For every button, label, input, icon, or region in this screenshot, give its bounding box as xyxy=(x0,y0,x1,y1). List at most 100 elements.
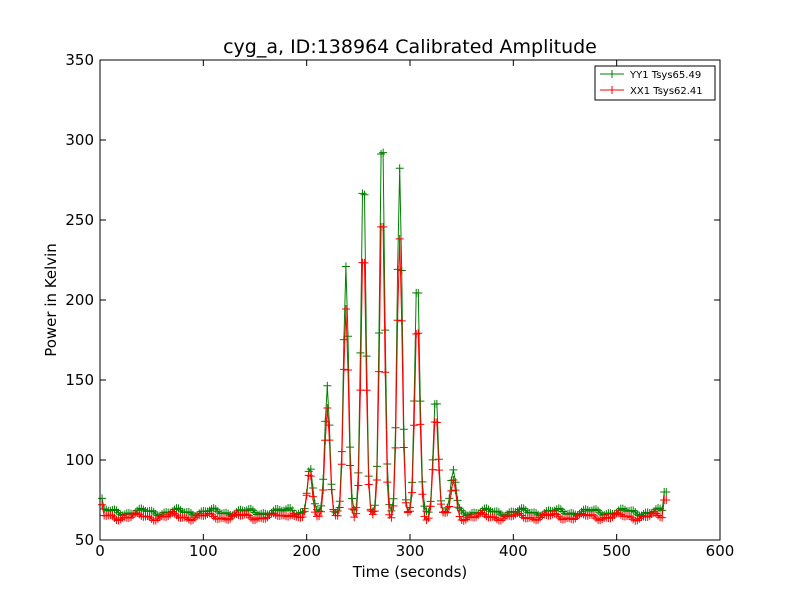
series-point xyxy=(509,511,518,520)
series-point xyxy=(592,505,600,514)
series-point xyxy=(393,316,402,325)
series-point xyxy=(362,386,371,395)
series-point xyxy=(110,505,119,514)
series-point xyxy=(616,510,625,519)
series-point xyxy=(662,496,671,504)
series-point xyxy=(360,190,369,199)
legend-marker-xx1 xyxy=(608,86,616,94)
series-point xyxy=(643,513,652,522)
series-point xyxy=(211,505,220,514)
series-point xyxy=(424,514,433,523)
legend-entry-yy1: YY1 Tsys65.49 xyxy=(600,70,701,81)
series-point xyxy=(558,515,567,524)
series-point xyxy=(554,512,563,521)
ticks-layer: 0 100 200 300 400 500 600 50 100 150 200 250 300 350 xyxy=(65,51,734,560)
series-point xyxy=(327,485,336,494)
series-point xyxy=(437,500,445,509)
series-point xyxy=(521,506,530,515)
legend-entry-xx1: XX1 Tsys62.41 xyxy=(600,86,703,97)
series-point xyxy=(596,516,605,525)
series-point xyxy=(98,500,107,509)
series-point xyxy=(459,516,468,525)
series-point xyxy=(184,507,193,516)
series-point xyxy=(337,460,346,469)
series-point xyxy=(350,513,359,522)
series-point xyxy=(143,512,152,521)
series-point xyxy=(443,508,452,517)
series-point xyxy=(569,515,578,524)
series-point xyxy=(629,515,638,524)
series-point xyxy=(445,494,454,503)
series-point xyxy=(372,476,381,485)
series-point xyxy=(246,513,255,522)
series-point xyxy=(461,515,470,524)
series-point xyxy=(478,508,487,517)
y-tick-label: 100 xyxy=(65,451,94,469)
series-point xyxy=(296,513,305,522)
series-layer xyxy=(98,148,671,525)
series-point xyxy=(410,421,419,430)
series-point xyxy=(381,326,390,335)
series-point xyxy=(133,509,142,517)
series-point xyxy=(213,507,222,516)
series-point xyxy=(434,466,443,475)
series-point xyxy=(598,515,607,524)
series-point xyxy=(166,510,175,519)
series-point xyxy=(519,504,528,513)
series-point xyxy=(145,513,154,522)
x-tick-label: 0 xyxy=(95,542,105,560)
series-point xyxy=(408,488,417,497)
y-tick-label: 350 xyxy=(65,51,94,69)
series-point xyxy=(662,488,671,496)
series-point xyxy=(395,234,404,243)
series-point xyxy=(432,418,441,427)
series-point xyxy=(511,510,520,519)
series-point xyxy=(654,511,662,520)
series-point xyxy=(451,486,460,495)
series-point xyxy=(261,514,270,523)
series-point xyxy=(490,513,499,522)
y-axis-label: Power in Kelvin xyxy=(42,243,60,357)
series-point xyxy=(273,505,282,514)
series-point xyxy=(592,514,600,523)
series-point xyxy=(381,368,390,377)
series-point xyxy=(246,504,255,513)
x-tick-label: 200 xyxy=(292,542,321,560)
series-point xyxy=(453,503,462,512)
series-point xyxy=(515,509,524,518)
series-point xyxy=(257,513,266,522)
series-point xyxy=(472,512,481,521)
series-point xyxy=(627,513,636,522)
series-point xyxy=(323,403,332,412)
series-point xyxy=(368,510,377,519)
chart-title: cyg_a, ID:138964 Calibrated Amplitude xyxy=(223,36,597,58)
series-point xyxy=(488,512,497,521)
series-point xyxy=(395,164,404,173)
series-point xyxy=(335,503,344,512)
series-point xyxy=(389,501,398,510)
series-point xyxy=(484,505,493,514)
series-point xyxy=(116,515,125,524)
series-point xyxy=(302,491,311,500)
series-point xyxy=(149,507,158,516)
series-point xyxy=(306,472,315,481)
series-point xyxy=(341,262,350,271)
y-tick-label: 200 xyxy=(65,291,94,309)
series-point xyxy=(174,504,183,513)
series-point xyxy=(379,148,388,157)
series-point xyxy=(290,512,299,521)
series-point xyxy=(224,515,233,524)
series-point xyxy=(554,504,563,513)
series-point xyxy=(164,511,173,520)
series-point xyxy=(170,509,179,518)
series-point xyxy=(377,149,386,158)
series-point xyxy=(453,496,462,505)
series-point xyxy=(658,506,667,515)
series-point xyxy=(426,502,435,511)
series-point xyxy=(114,516,123,525)
series-point xyxy=(649,508,658,517)
series-point xyxy=(379,222,388,231)
series-point xyxy=(228,512,237,521)
legend-marker-yy1 xyxy=(608,70,616,78)
